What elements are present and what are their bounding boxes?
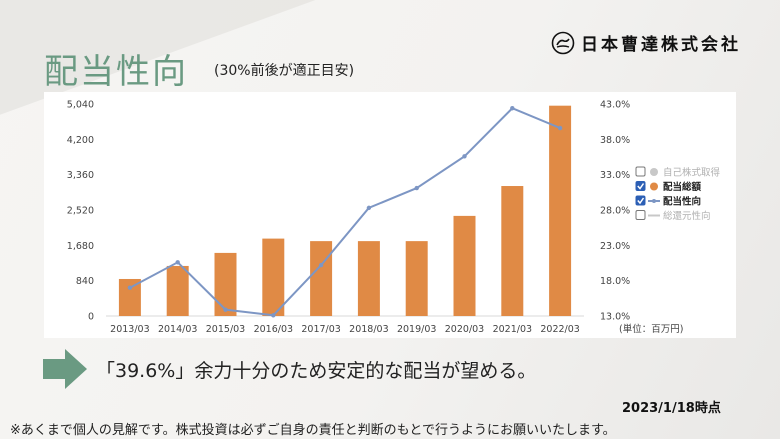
- payout-ratio-point: [557, 125, 563, 131]
- payout-ratio-point: [414, 185, 419, 191]
- y-left-tick-label: 4,200: [67, 135, 94, 146]
- payout-ratio-point: [175, 260, 180, 265]
- bar: [501, 186, 524, 316]
- y-left-tick-label: 0: [88, 312, 94, 323]
- y-right-tick-label: 43.0%: [600, 100, 630, 111]
- bar: [549, 105, 572, 316]
- payout-ratio-point: [318, 262, 324, 268]
- payout-ratio-point: [462, 154, 467, 159]
- legend-checkbox: [635, 210, 646, 220]
- y-right-tick-label: 13.0%: [600, 312, 630, 323]
- y-left-tick-label: 840: [76, 276, 94, 287]
- y-left-tick-label: 3,360: [67, 170, 94, 181]
- x-tick-label: 2019/03: [397, 324, 436, 335]
- bar: [262, 238, 285, 316]
- unit-label: (単位：百万円): [619, 323, 683, 335]
- legend-marker-dot: [652, 199, 656, 203]
- legend-checkbox: [635, 181, 646, 191]
- bar: [405, 241, 428, 316]
- legend-checkbox: [635, 195, 646, 206]
- page-subtitle: (30%前後が適正目安): [214, 63, 355, 79]
- y-left-tick-label: 1,680: [67, 241, 94, 252]
- bar: [166, 265, 189, 316]
- y-right-tick-label: 23.0%: [600, 241, 630, 252]
- x-tick-label: 2017/03: [301, 324, 340, 335]
- comment-text: 「39.6%」余力十分のため安定的な配当が望める。: [96, 360, 537, 382]
- legend-label: 配当性向: [663, 196, 701, 208]
- bar: [214, 252, 237, 316]
- dividend-chart: 5,040 4,200 3,360 2,520 1,680 840 0 43.0% 38.0% 3…: [67, 100, 721, 336]
- payout-ratio-point: [223, 307, 228, 312]
- y-right-tick-label: 38.0%: [600, 135, 630, 146]
- payout-ratio-point: [366, 205, 372, 211]
- x-tick-label: 2018/03: [349, 324, 388, 335]
- legend-label: 自己株式取得: [663, 167, 721, 179]
- legend-label: 総還元性向: [663, 210, 711, 222]
- chart-panel: 5,040 4,200 3,360 2,520 1,680 840 0 43.0% 38.0% 3…: [44, 92, 736, 338]
- bar: [310, 241, 333, 316]
- x-tick-label: 2013/03: [110, 324, 149, 335]
- y-left-tick-label: 5,040: [67, 100, 94, 111]
- payout-ratio-line: [129, 107, 561, 317]
- legend-marker: [650, 182, 658, 191]
- bar: [118, 278, 141, 316]
- x-tick-label: 2015/03: [206, 324, 245, 335]
- x-tick-label: 2021/03: [493, 324, 532, 335]
- payout-ratio-point: [271, 313, 276, 318]
- company-logo: 日本曹達株式会社: [551, 30, 741, 55]
- as-of-date: 2023/1/18時点: [622, 401, 721, 416]
- x-tick-label: 2022/03: [540, 324, 579, 335]
- y-right-tick-label: 33.0%: [600, 170, 630, 181]
- y-right-tick-label: 18.0%: [600, 276, 630, 287]
- disclaimer-text: ※あくまで個人の見解です。株式投資は必ずご自身の責任と判断のもとで行うようにお願…: [10, 423, 616, 438]
- bar: [453, 215, 476, 316]
- page-title: 配当性向: [44, 52, 188, 92]
- legend-checkbox: [635, 166, 646, 177]
- payout-ratio-point: [510, 106, 515, 111]
- legend-check-icon: [637, 183, 645, 190]
- company-logo-icon: [551, 31, 575, 54]
- legend-label: 配当総額: [663, 181, 702, 193]
- y-left-tick-label: 2,520: [67, 206, 94, 217]
- arrow-icon: [43, 349, 87, 389]
- bar: [357, 241, 380, 316]
- x-tick-label: 2016/03: [254, 324, 293, 335]
- legend-marker: [650, 168, 658, 176]
- x-tick-label: 2014/03: [158, 324, 197, 335]
- legend-check-icon: [637, 197, 645, 205]
- y-right-tick-label: 28.0%: [600, 206, 630, 217]
- x-tick-label: 2020/03: [445, 324, 484, 335]
- payout-ratio-point: [127, 285, 133, 290]
- company-name: 日本曹達株式会社: [581, 35, 741, 55]
